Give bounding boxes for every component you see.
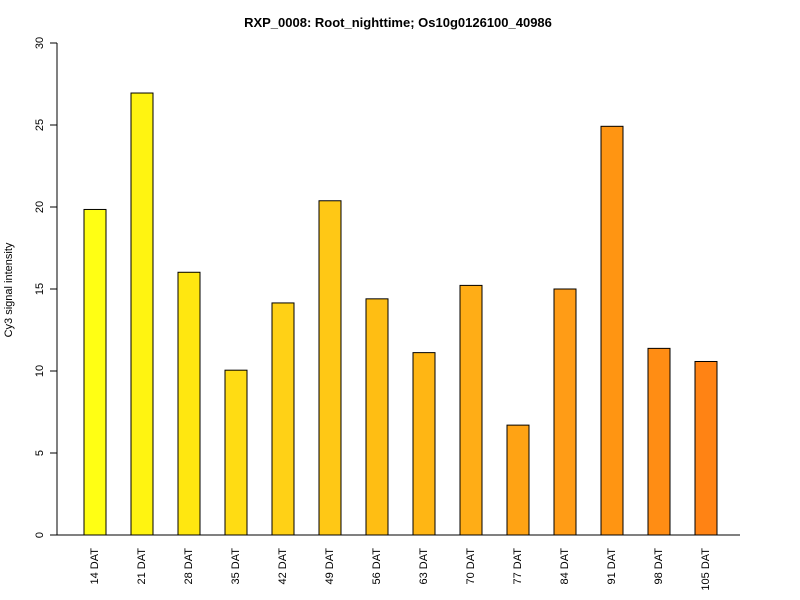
bars <box>83 92 718 536</box>
bar <box>553 288 577 536</box>
x-tick-label: 63 DAT <box>418 548 430 585</box>
y-tick-label: 0 <box>34 532 46 538</box>
x-tick-label: 77 DAT <box>512 548 524 585</box>
x-axis: 14 DAT 21 DAT 28 DAT 35 DAT 42 DAT 49 DAT 56 D… <box>57 534 740 591</box>
x-tick-label: 28 DAT <box>183 548 195 585</box>
bar <box>647 347 671 536</box>
y-tick-label: 5 <box>34 450 46 456</box>
bar <box>365 298 389 536</box>
bar <box>271 302 295 536</box>
x-tick-label: 91 DAT <box>606 548 618 585</box>
y-tick-label: 25 <box>34 119 46 131</box>
x-tick-label: 14 DAT <box>89 548 101 585</box>
x-tick-label: 21 DAT <box>136 548 148 585</box>
x-tick-label: 84 DAT <box>559 548 571 585</box>
bar <box>130 92 154 536</box>
bar <box>506 424 530 536</box>
bar <box>459 284 483 536</box>
bar <box>694 360 718 536</box>
y-tick-label: 20 <box>34 201 46 213</box>
x-tick-label: 105 DAT <box>700 548 712 591</box>
chart-title: RXP_0008: Root_nighttime; Os10g0126100_4… <box>244 15 552 30</box>
bar <box>177 271 201 536</box>
y-axis: 0 5 10 15 20 25 30 <box>34 37 58 538</box>
bar <box>600 125 624 536</box>
bar <box>318 200 342 536</box>
bar <box>412 352 436 536</box>
x-tick-label: 56 DAT <box>371 548 383 585</box>
x-tick-label: 70 DAT <box>465 548 477 585</box>
x-tick-label: 49 DAT <box>324 548 336 585</box>
y-tick-label: 30 <box>34 37 46 49</box>
y-tick-label: 15 <box>34 283 46 295</box>
bar <box>224 369 248 536</box>
x-tick-label: 35 DAT <box>230 548 242 585</box>
x-tick-label: 42 DAT <box>277 548 289 585</box>
y-tick-label: 10 <box>34 365 46 377</box>
bar <box>83 208 107 536</box>
x-tick-label: 98 DAT <box>653 548 665 585</box>
y-axis-label: Cy3 signal intensity <box>3 242 15 337</box>
